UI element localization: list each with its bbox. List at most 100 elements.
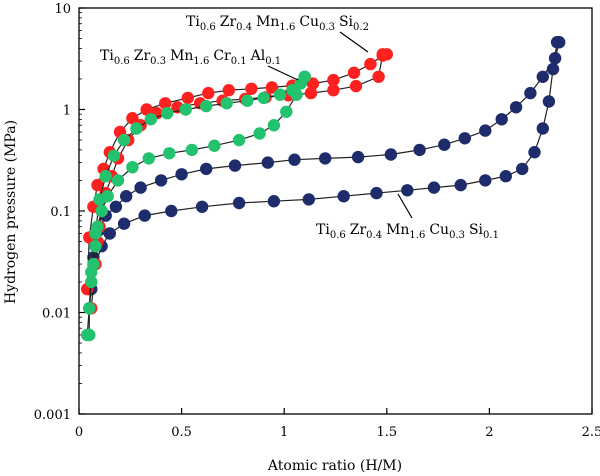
series-1-absorption-point — [265, 81, 279, 94]
series-1-desorption-point — [372, 70, 385, 84]
series-0-desorption-point — [528, 146, 541, 159]
annot-sub: 0.3 — [319, 22, 335, 33]
annot-el: Al — [250, 48, 266, 64]
annot-sub: 0.4 — [236, 22, 252, 33]
series-0-desorption-point — [103, 227, 117, 240]
series-0-absorption-point — [288, 153, 301, 166]
x-axis: 0 0.5 1 1.5 2 2.5 — [75, 408, 600, 440]
annot-sub: 0.3 — [150, 56, 166, 67]
annot-sub: 0.6 — [114, 56, 130, 67]
series-2-desorption-point — [290, 88, 303, 101]
series-0-absorption-point — [458, 132, 471, 145]
series-0-desorption-point — [401, 184, 414, 197]
series-0-desorption-point — [499, 170, 512, 183]
series-1-absorption-point — [181, 91, 194, 105]
annot-el: Zr — [350, 222, 367, 238]
series-1 — [81, 48, 393, 315]
series-0-absorption-point — [120, 190, 133, 203]
series-2-desorption-point — [101, 190, 114, 203]
annot-sub: 1.6 — [193, 56, 209, 67]
annot-el: Mn — [386, 222, 409, 238]
x-axis-title: Atomic ratio (H/M) — [267, 458, 402, 474]
series-0-desorption-point — [516, 162, 529, 176]
leader-line-cusi01 — [397, 193, 413, 219]
x-tick-label: 2 — [485, 425, 493, 440]
series-0-desorption-point — [370, 186, 383, 200]
annot-el: Mn — [256, 14, 279, 30]
series-2-desorption-point — [83, 328, 96, 342]
series-2-absorption-point — [144, 113, 157, 126]
annot-el: Zr — [220, 14, 237, 30]
series-2-desorption-point — [95, 204, 108, 218]
series-1-absorption-point — [327, 73, 340, 87]
series-0-absorption-point — [438, 138, 451, 151]
series-1-desorption-point — [349, 79, 363, 93]
y-tick-label: 10 — [54, 2, 71, 17]
annot-el: Cu — [429, 222, 449, 238]
series-2-desorption-point — [163, 147, 176, 160]
series-0-absorption-point — [351, 150, 365, 164]
annotation-layer: Ti0.6 Zr0.4 Mn1.6 Cu0.3 Si0.2 Ti0.6 Zr0.3 Mn1.… — [100, 14, 499, 241]
y-tick-label: 0.001 — [34, 408, 71, 423]
series-0-absorption-point — [134, 181, 147, 194]
series-0-desorption-point — [165, 204, 178, 218]
series-2-desorption-point — [298, 70, 311, 84]
series-1-absorption-point — [347, 66, 361, 80]
series-0-absorption-point — [261, 156, 274, 169]
x-tick-label: 0.5 — [171, 425, 192, 440]
series-0-desorption-point — [536, 122, 549, 135]
y-axis: 0.001 0.01 0.1 1 10 — [34, 2, 85, 423]
series-0-absorption-point — [524, 86, 537, 100]
x-tick-label: 1 — [280, 425, 288, 440]
annot-sub: 0.6 — [200, 22, 216, 33]
series-2-desorption-point — [87, 257, 100, 271]
series-2-desorption-point — [83, 302, 96, 315]
series-2-absorption-point — [200, 99, 213, 113]
series-1-absorption-point — [91, 178, 104, 192]
plot-frame — [78, 7, 593, 415]
annot-el: Cu — [299, 14, 319, 30]
plot-border — [78, 7, 593, 415]
annot-el: Zr — [134, 48, 151, 64]
annot-sub: 0.4 — [366, 230, 382, 241]
series-0-absorption-point — [509, 101, 523, 114]
series-1-desorption-point — [376, 48, 389, 61]
series-1-absorption-point — [159, 97, 172, 110]
series-2-absorption-point — [161, 107, 174, 120]
annot-el: Si — [469, 222, 484, 238]
y-tick-label: 0.01 — [42, 307, 71, 322]
series-0-desorption-point — [117, 217, 131, 230]
series-1-absorption-point — [126, 112, 139, 125]
series-2-absorption-point — [107, 149, 121, 162]
series-0-absorption-point — [319, 152, 332, 165]
series-2-desorption-point — [267, 119, 281, 132]
series-1-absorption-point — [140, 103, 153, 116]
series-0-absorption-point — [200, 162, 213, 176]
annot-el: Si — [339, 14, 354, 30]
annotation-cusi02: Ti0.6 Zr0.4 Mn1.6 Cu0.3 Si0.2 — [186, 14, 369, 33]
series-0-desorption-point — [546, 62, 560, 76]
series-2-desorption-point — [280, 105, 293, 119]
y-tick-label: 1 — [63, 104, 71, 119]
series-0-absorption-point — [479, 124, 492, 137]
series-1-absorption-point — [222, 84, 235, 97]
leader-line-cusi02 — [339, 31, 369, 53]
series-0 — [83, 36, 566, 315]
series-2-absorption-point — [241, 94, 254, 107]
series-1-absorption-point — [364, 57, 377, 71]
series-layer — [81, 36, 566, 342]
series-0-desorption-point — [550, 36, 564, 49]
y-tick-label: 0.1 — [50, 205, 71, 220]
series-2-absorption-point — [130, 122, 143, 135]
series-0-desorption-point — [427, 181, 441, 194]
annot-el: Mn — [170, 48, 193, 64]
series-0-absorption-point — [109, 200, 123, 213]
leader-line-cral — [267, 65, 299, 81]
series-1-desorption-point — [327, 84, 340, 97]
annot-sub: 0.1 — [483, 230, 499, 241]
series-2-desorption-point — [89, 240, 102, 253]
series-0-absorption-point — [228, 159, 242, 172]
series-0-desorption-point — [479, 174, 492, 187]
x-tick-label: 2.5 — [582, 425, 600, 440]
